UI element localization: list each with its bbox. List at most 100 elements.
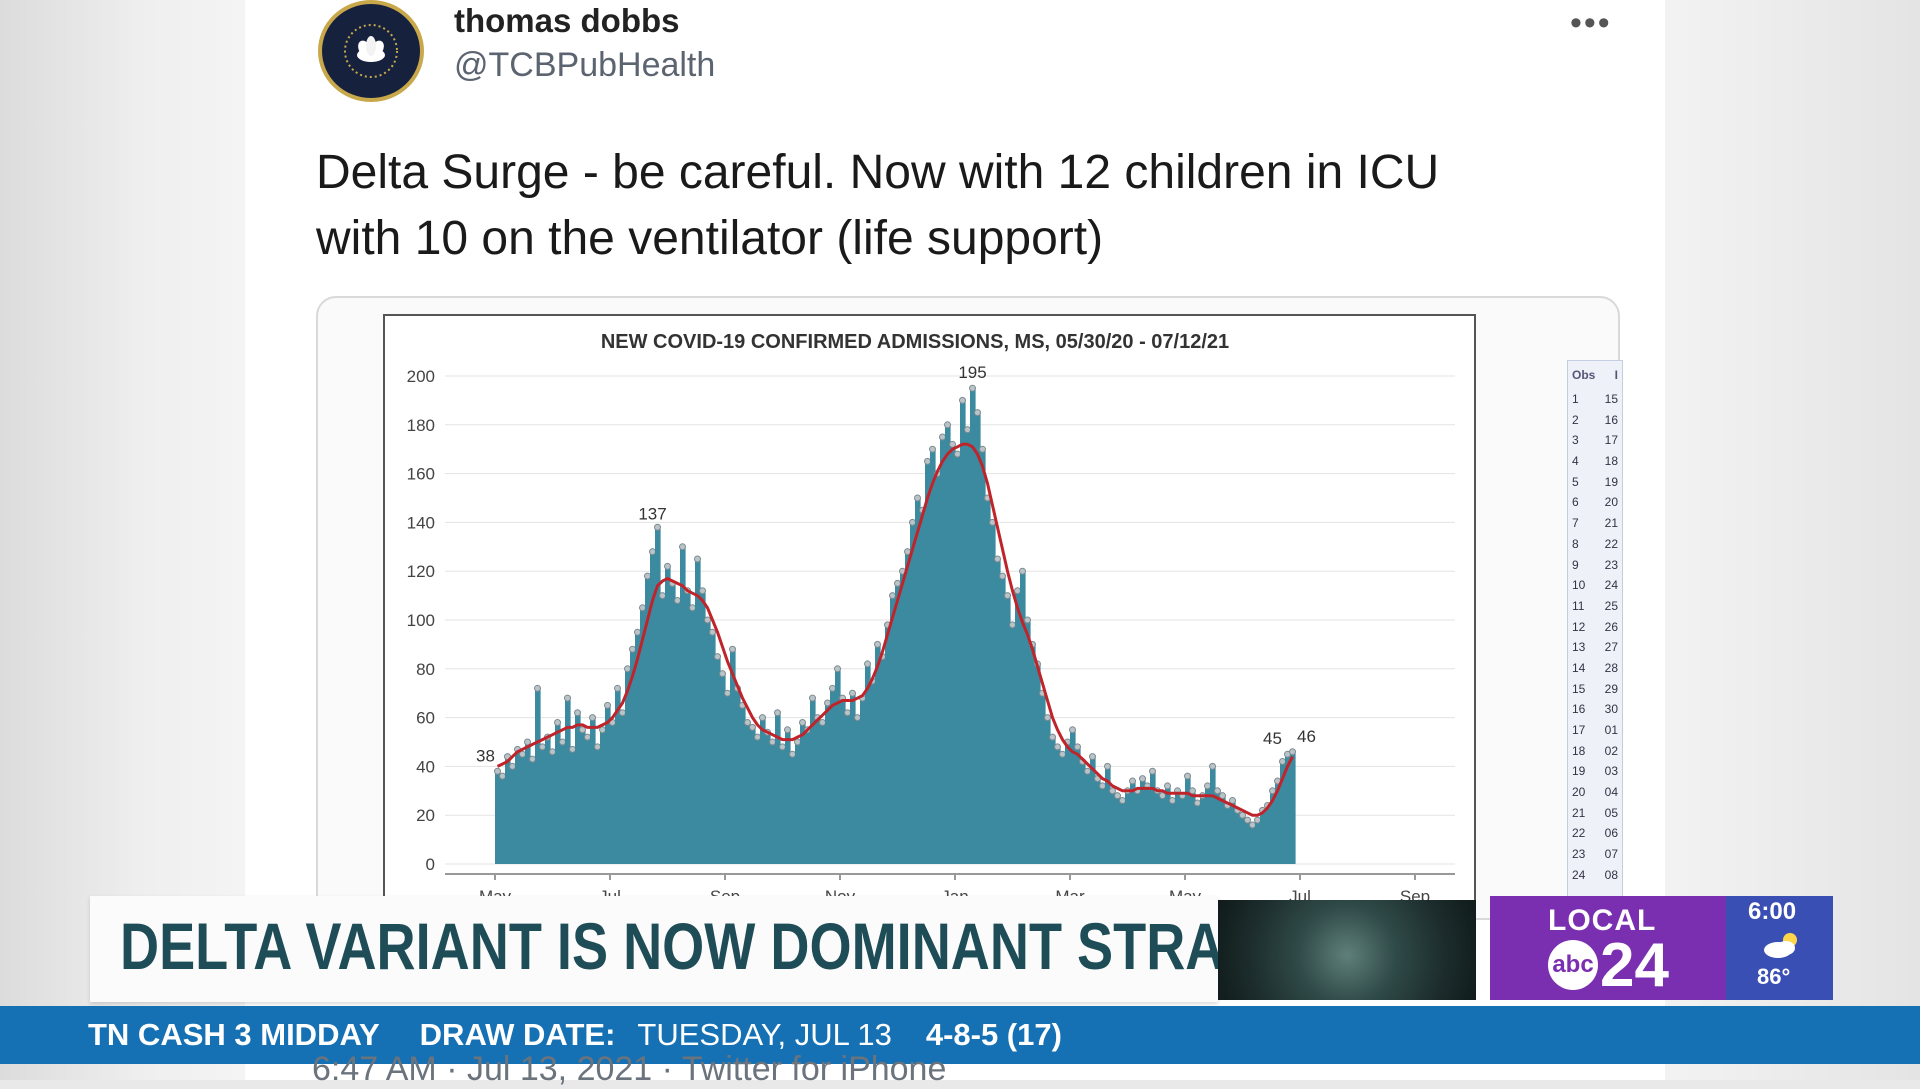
bar (930, 449, 936, 864)
bar (575, 712, 581, 864)
obs-index: 16 (1572, 702, 1586, 717)
virus-image (1218, 900, 1476, 1000)
data-point (554, 718, 561, 726)
y-tick-label: 140 (407, 513, 435, 532)
bar (1285, 754, 1291, 864)
data-point (574, 709, 581, 717)
more-horizontal-icon[interactable]: ••• (1570, 4, 1612, 42)
data-point (824, 699, 831, 707)
bar (665, 566, 671, 864)
bar (570, 749, 576, 864)
data-point (1249, 821, 1256, 829)
data-point (944, 421, 951, 429)
data-point (729, 645, 736, 653)
bar (985, 498, 991, 864)
bar (1050, 737, 1056, 864)
bar (1120, 800, 1126, 864)
data-point (1194, 799, 1201, 807)
data-point (1289, 748, 1296, 756)
y-tick-label: 100 (407, 611, 435, 630)
obs-index: 24 (1572, 867, 1586, 882)
bar (640, 607, 646, 864)
bar (1175, 790, 1181, 864)
data-point (954, 450, 961, 458)
bar (1265, 805, 1271, 864)
data-point (1009, 621, 1016, 629)
bar (1110, 790, 1116, 864)
data-label: 137 (638, 505, 666, 524)
obs-index: 3 (1572, 433, 1579, 448)
annotations: 38 137 195 45 46 (476, 363, 1316, 765)
bar (1180, 795, 1186, 864)
data-point (1054, 743, 1061, 751)
data-point (1059, 750, 1066, 758)
author-handle[interactable]: @TCBPubHealth (454, 46, 716, 84)
data-point (1204, 782, 1211, 790)
data-point (614, 684, 621, 692)
obs-table-row: 4 18 (1568, 451, 1622, 472)
data-point (604, 701, 611, 709)
avatar[interactable] (318, 0, 424, 102)
bar (1220, 795, 1226, 864)
obs-value: 20 (1604, 495, 1618, 510)
bar (1085, 771, 1091, 864)
obs-table-row: 19 03 (1568, 761, 1622, 782)
bar (980, 449, 986, 864)
bar (1090, 756, 1096, 864)
bar (605, 705, 611, 864)
data-point (969, 384, 976, 392)
obs-value: 17 (1604, 433, 1618, 448)
bar (1115, 795, 1121, 864)
bar (710, 632, 716, 864)
data-point (779, 743, 786, 751)
bar (795, 742, 801, 864)
data-point (1244, 816, 1251, 824)
bar (600, 729, 606, 864)
bar (1130, 781, 1136, 864)
data-point (974, 409, 981, 417)
bar (750, 727, 756, 864)
data-point (724, 689, 731, 697)
obs-value: 28 (1604, 660, 1618, 675)
bar (585, 737, 591, 864)
obs-value: 03 (1604, 764, 1618, 779)
data-label: 38 (476, 746, 495, 765)
data-point (564, 694, 571, 702)
author-name[interactable]: thomas dobbs (454, 2, 680, 39)
data-point (1209, 762, 1216, 770)
data-point (1014, 587, 1021, 595)
data-point (744, 718, 751, 726)
bar (495, 771, 501, 864)
data-point (999, 572, 1006, 580)
bar (1040, 693, 1046, 864)
obs-table-row: 2 16 (1568, 410, 1622, 431)
data-point (1109, 787, 1116, 795)
obs-index: 17 (1572, 723, 1586, 737)
data-point (634, 628, 641, 636)
station-local-text: LOCAL (1548, 904, 1657, 937)
news-ticker: TN CASH 3 MIDDAY DRAW DATE: TUESDAY, JUL… (0, 1006, 1920, 1064)
data-point (1084, 767, 1091, 775)
bar (1145, 785, 1151, 864)
data-point (494, 767, 501, 775)
bar (1255, 820, 1261, 864)
bar (595, 746, 601, 864)
data-point (639, 604, 646, 612)
bar (1170, 800, 1176, 864)
bar (1280, 761, 1286, 864)
data-point (994, 555, 1001, 563)
bar (1100, 785, 1106, 864)
bar (950, 444, 956, 864)
data-point (759, 714, 766, 722)
bar (1275, 781, 1281, 864)
data-label: 45 (1263, 729, 1282, 748)
data-point (1129, 777, 1136, 785)
obs-index: 8 (1572, 536, 1579, 551)
bar (830, 688, 836, 864)
data-point (929, 445, 936, 453)
bar (920, 510, 926, 864)
y-tick-label: 80 (416, 660, 435, 679)
obs-index: 21 (1572, 805, 1586, 820)
data-point (889, 592, 896, 600)
bar (1270, 790, 1276, 864)
